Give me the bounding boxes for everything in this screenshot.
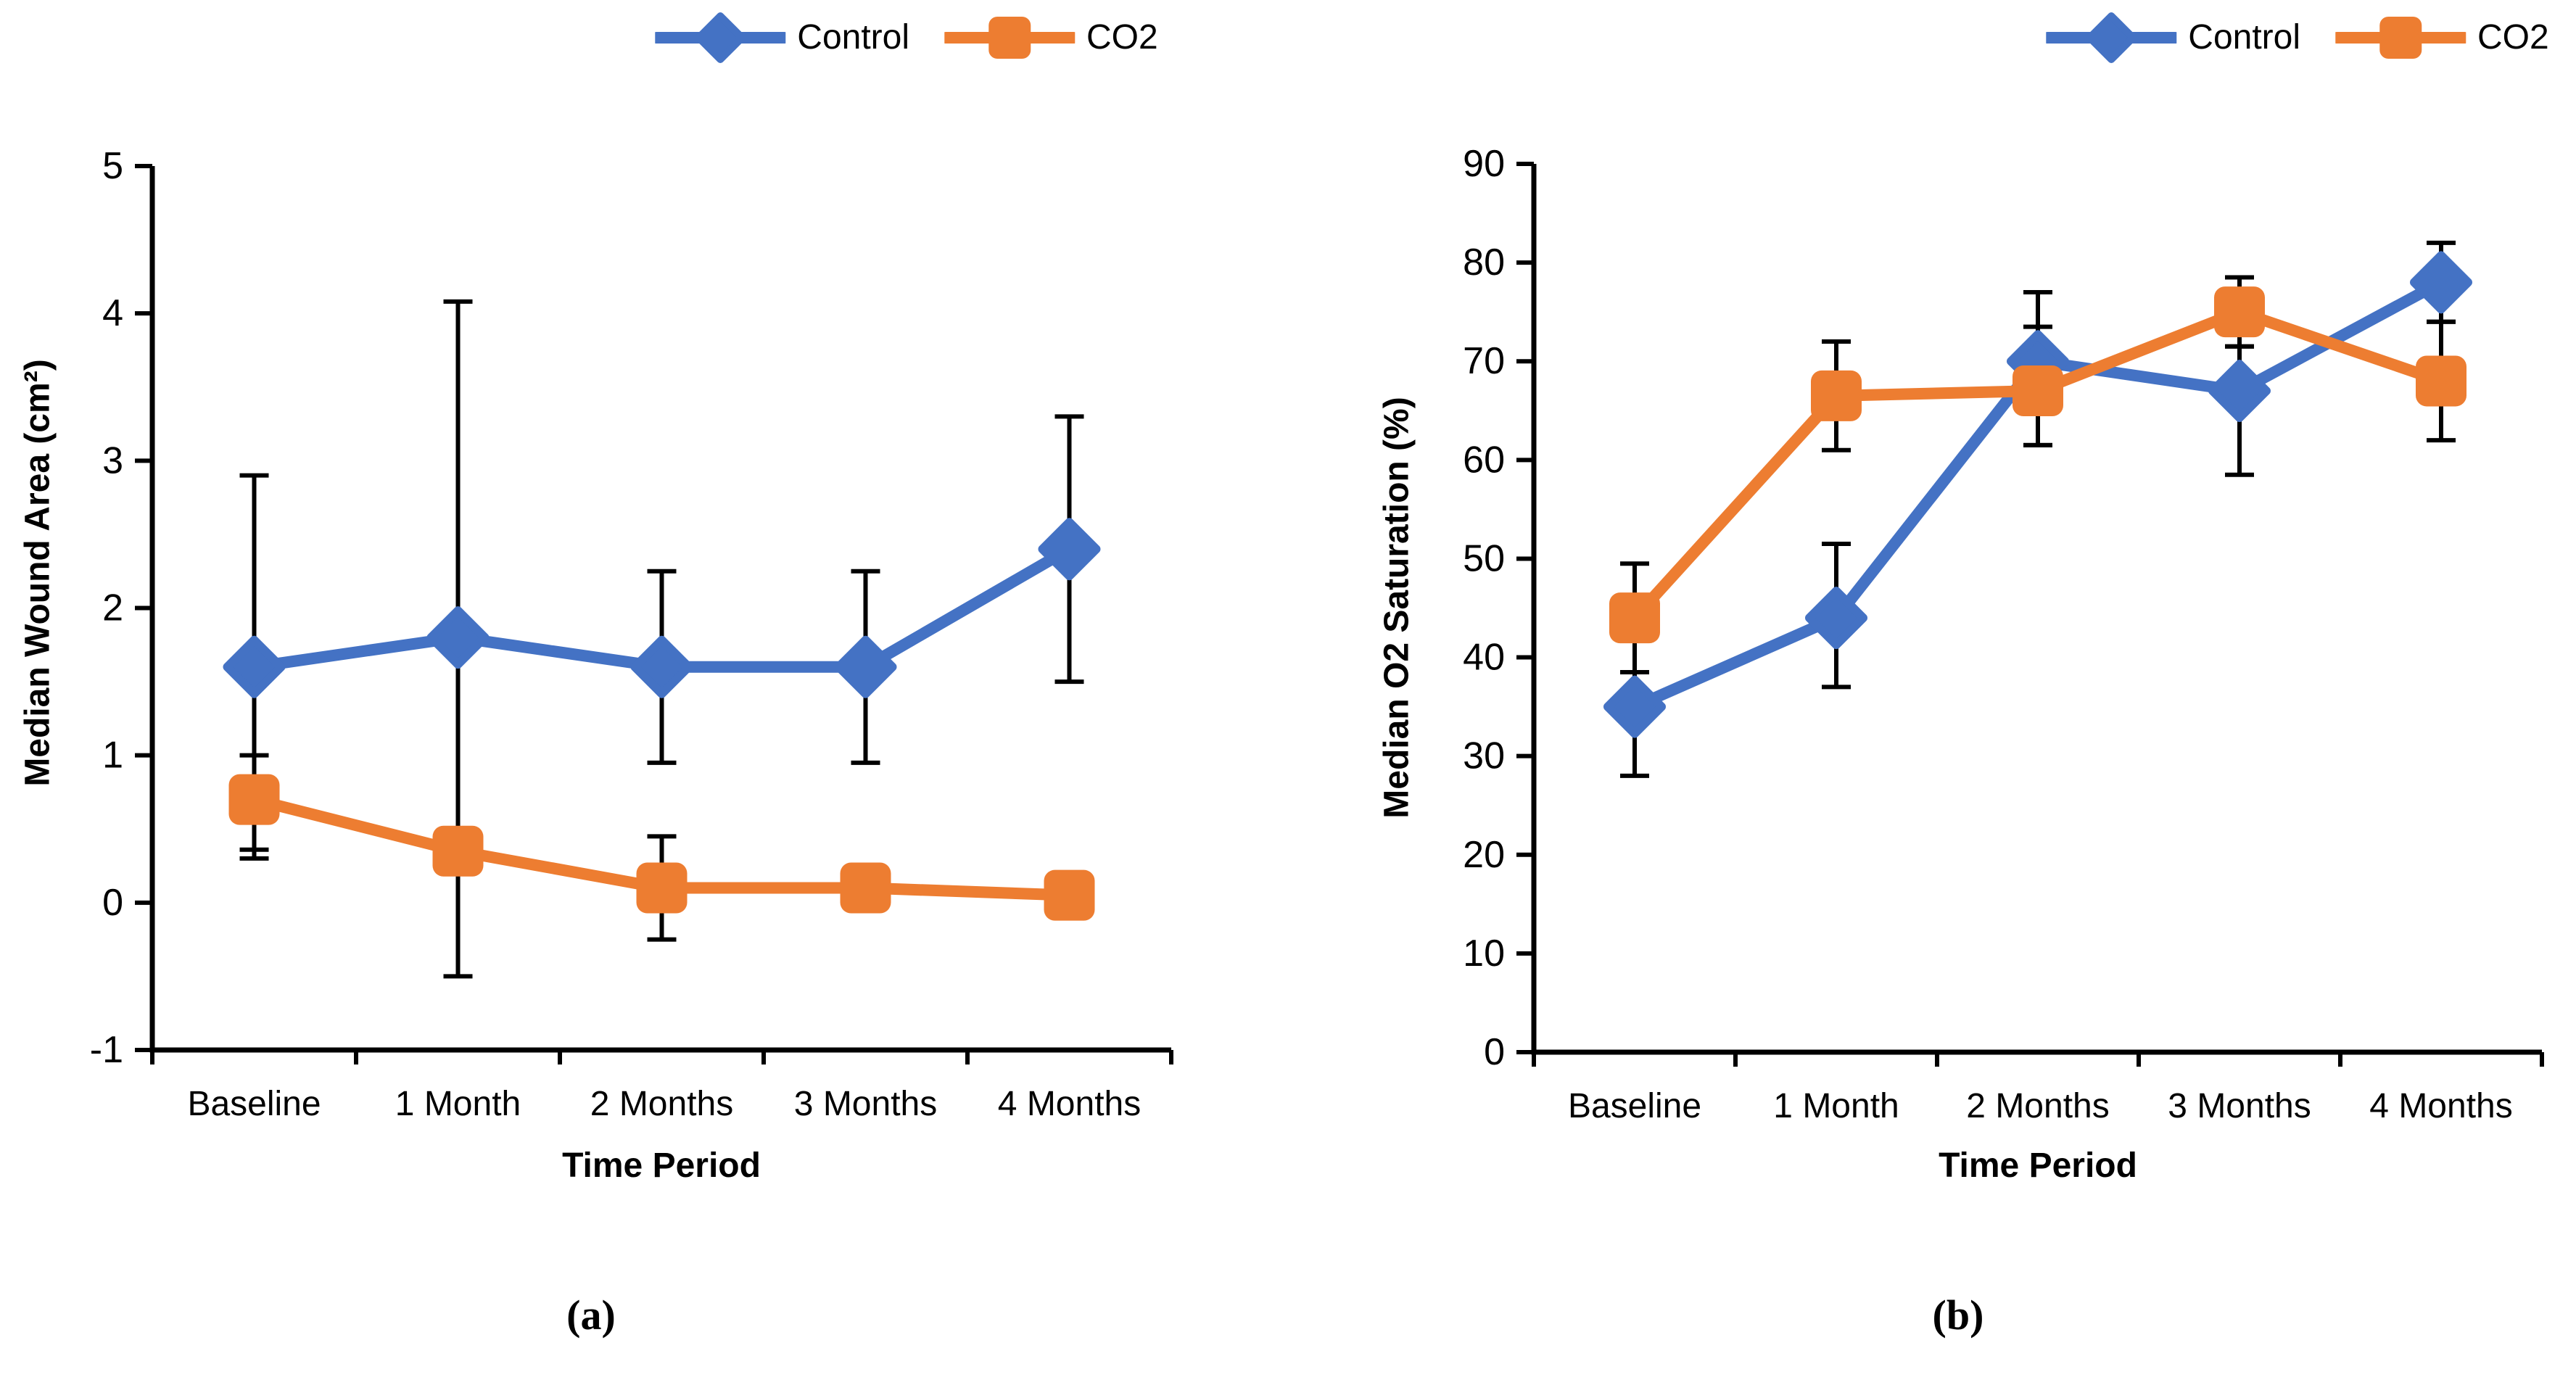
x-axis-ticks: Baseline 1 Month 2 Months 3 Months 4 Months — [150, 1050, 1173, 1123]
y-axis-ticks: 90 80 70 60 50 40 30 20 10 0 — [1463, 143, 1534, 1073]
marker-co2-3-months — [840, 862, 891, 914]
y-tick-label: 70 — [1463, 340, 1505, 382]
square-legend-marker-icon — [2335, 17, 2466, 59]
y-tick-label: 0 — [102, 882, 123, 924]
marker-co2-3-months — [2214, 286, 2265, 338]
x-category-label: Baseline — [187, 1085, 321, 1123]
series-control — [223, 518, 1101, 698]
series-control — [1603, 251, 2472, 738]
x-axis-title: Time Period — [562, 1146, 761, 1185]
y-tick-label: 5 — [102, 145, 123, 187]
chart-b-canvas: 90 80 70 60 50 40 30 20 10 0 Baseline 1 Month 2 Mont… — [1463, 143, 2544, 1125]
y-axis-ticks: 5 4 3 2 1 0 -1 — [90, 145, 152, 1071]
marker-co2-4-months — [2416, 355, 2466, 407]
marker-co2-1-month — [1811, 370, 1862, 421]
error-bars-control — [1620, 240, 2456, 778]
figure-panel-b: Control CO2 90 80 70 60 50 40 30 20 10 0 Baseline 1 … — [1288, 0, 2576, 1385]
y-tick-label: 90 — [1463, 143, 1505, 185]
y-tick-label: 10 — [1463, 933, 1505, 975]
y-tick-label: 30 — [1463, 735, 1505, 777]
marker-control-baseline — [1603, 675, 1666, 738]
legend-label-co2: CO2 — [2477, 18, 2549, 57]
x-category-label: 2 Months — [1966, 1087, 2109, 1125]
marker-control-baseline — [223, 635, 286, 698]
diamond-legend-marker-icon — [2046, 12, 2177, 63]
marker-co2-baseline — [228, 774, 280, 825]
figure-panel-a: Control CO2 5 4 3 2 1 0 -1 Baseline 1 Month 2 Mont… — [18, 12, 1173, 1339]
y-tick-label: -1 — [90, 1029, 123, 1071]
x-category-label: 1 Month — [1773, 1087, 1899, 1125]
x-axis-ticks: Baseline 1 Month 2 Months 3 Months 4 Months — [1532, 1052, 2544, 1125]
legend-item-co2: CO2 — [2335, 12, 2549, 64]
y-tick-label: 2 — [102, 587, 123, 629]
panel-caption-b: (b) — [1932, 1291, 1984, 1339]
legend-label-control: Control — [2188, 18, 2301, 57]
x-category-label: 4 Months — [998, 1085, 1141, 1123]
x-category-label: 4 Months — [2369, 1087, 2512, 1125]
y-tick-label: 1 — [102, 735, 123, 777]
marker-co2-2-months — [2012, 365, 2063, 417]
marker-control-4-months — [2410, 251, 2472, 314]
legend-item-control: Control — [655, 12, 909, 64]
legend-item-control: Control — [2046, 12, 2300, 64]
panel-caption-a: (a) — [566, 1291, 616, 1339]
legend-label-control: Control — [797, 18, 910, 57]
marker-co2-4-months — [1044, 869, 1095, 921]
marker-control-3-months — [834, 635, 897, 698]
series-co2 — [1609, 286, 2466, 644]
legend: Control CO2 — [2046, 12, 2549, 64]
legend: Control CO2 — [655, 12, 1158, 64]
y-tick-label: 50 — [1463, 537, 1505, 579]
x-axis-title: Time Period — [1939, 1146, 2137, 1185]
y-tick-label: 80 — [1463, 241, 1505, 284]
y-axis-title: Median O2 Saturation (%) — [1377, 397, 1416, 819]
marker-co2-2-months — [636, 862, 688, 914]
marker-control-2-months — [630, 635, 693, 698]
y-tick-label: 3 — [102, 439, 123, 481]
marker-co2-1-month — [432, 825, 484, 877]
y-tick-label: 20 — [1463, 834, 1505, 876]
y-axis-title: Median Wound Area (cm²) — [18, 359, 57, 787]
y-tick-label: 40 — [1463, 637, 1505, 679]
marker-control-3-months — [2208, 360, 2271, 423]
x-category-label: 3 Months — [2168, 1087, 2311, 1125]
legend-label-co2: CO2 — [1086, 18, 1158, 57]
axes — [1531, 164, 2542, 1055]
y-tick-label: 4 — [102, 292, 123, 334]
chart-a-canvas: 5 4 3 2 1 0 -1 Baseline 1 Month 2 Months 3 Months 4… — [90, 145, 1173, 1123]
marker-control-1-month — [1805, 587, 1867, 650]
marker-co2-baseline — [1609, 592, 1660, 644]
legend-item-co2: CO2 — [944, 12, 1158, 64]
marker-control-4-months — [1038, 518, 1101, 581]
series-co2 — [228, 774, 1095, 921]
square-legend-marker-icon — [944, 17, 1076, 59]
x-category-label: 3 Months — [794, 1085, 937, 1123]
marker-control-1-month — [426, 606, 490, 669]
diamond-legend-marker-icon — [655, 12, 786, 63]
y-tick-label: 60 — [1463, 439, 1505, 481]
x-category-label: Baseline — [1568, 1087, 1701, 1125]
y-tick-label: 0 — [1484, 1031, 1505, 1073]
x-category-label: 1 Month — [395, 1085, 521, 1123]
x-category-label: 2 Months — [590, 1085, 733, 1123]
